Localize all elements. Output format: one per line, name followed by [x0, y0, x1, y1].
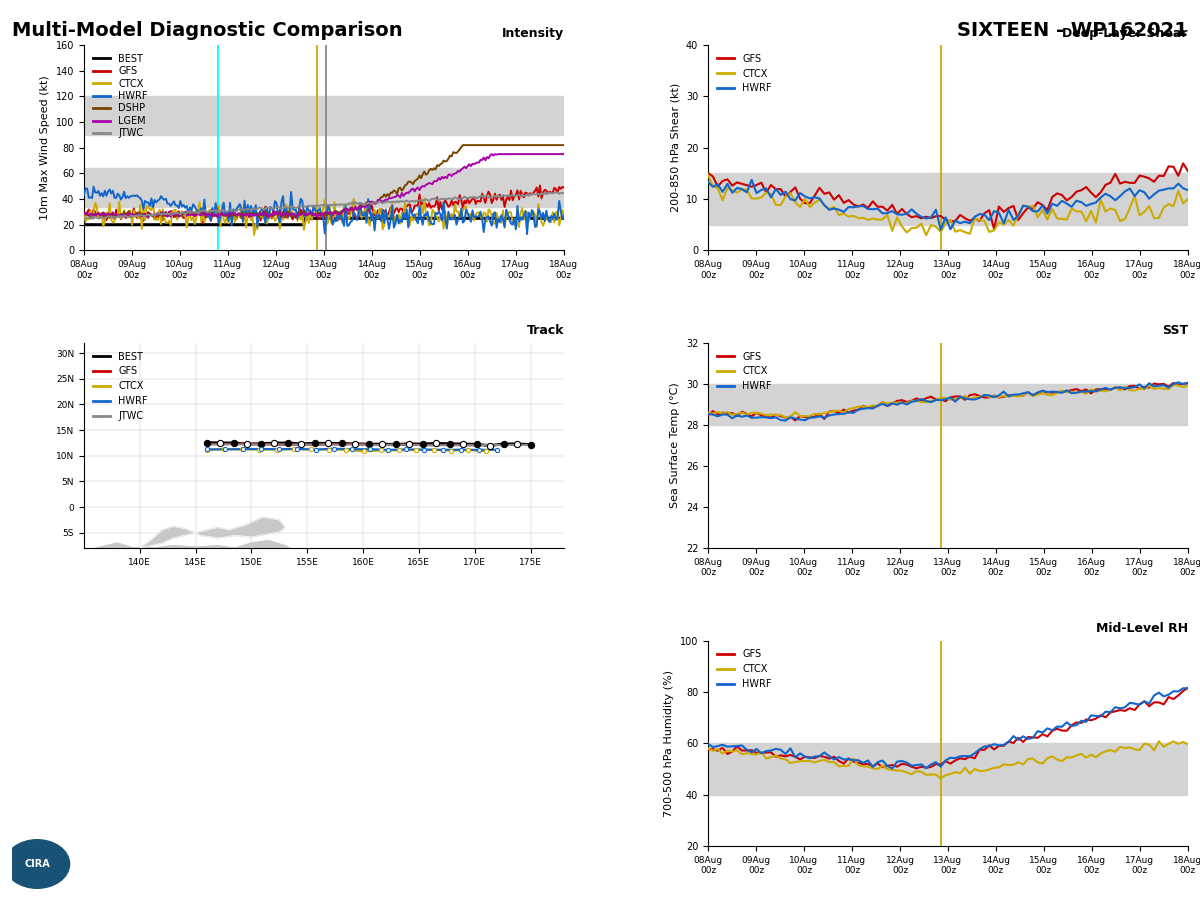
Text: SST: SST	[1162, 325, 1188, 338]
Text: Intensity: Intensity	[502, 27, 564, 40]
Circle shape	[5, 840, 70, 888]
Legend: BEST, GFS, CTCX, HWRF, DSHP, LGEM, JTWC: BEST, GFS, CTCX, HWRF, DSHP, LGEM, JTWC	[89, 50, 151, 142]
Bar	[708, 384, 1188, 425]
Text: CIRA: CIRA	[24, 859, 50, 869]
Legend: BEST, GFS, CTCX, HWRF, JTWC: BEST, GFS, CTCX, HWRF, JTWC	[89, 347, 151, 425]
Legend: GFS, CTCX, HWRF: GFS, CTCX, HWRF	[713, 50, 775, 97]
Bar	[708, 743, 1188, 795]
Bar	[84, 96, 564, 135]
Y-axis label: 10m Max Wind Speed (kt): 10m Max Wind Speed (kt)	[41, 76, 50, 220]
Bar	[708, 174, 1188, 225]
Legend: GFS, CTCX, HWRF: GFS, CTCX, HWRF	[713, 347, 775, 395]
Text: Deep-Layer Shear: Deep-Layer Shear	[1062, 27, 1188, 40]
Circle shape	[397, 549, 407, 553]
Text: SIXTEEN - WP162021: SIXTEEN - WP162021	[958, 21, 1188, 40]
Polygon shape	[140, 518, 284, 548]
Y-axis label: 700-500 hPa Humidity (%): 700-500 hPa Humidity (%)	[665, 670, 674, 817]
Bar	[84, 168, 564, 207]
Circle shape	[386, 556, 396, 561]
Text: Mid-Level RH: Mid-Level RH	[1096, 622, 1188, 635]
Y-axis label: 200-850 hPa Shear (kt): 200-850 hPa Shear (kt)	[671, 83, 680, 212]
Y-axis label: Sea Surface Temp (°C): Sea Surface Temp (°C)	[671, 382, 680, 508]
Text: Multi-Model Diagnostic Comparison: Multi-Model Diagnostic Comparison	[12, 21, 403, 40]
Circle shape	[359, 552, 367, 555]
Text: Track: Track	[527, 325, 564, 338]
Polygon shape	[95, 541, 290, 548]
Legend: GFS, CTCX, HWRF: GFS, CTCX, HWRF	[713, 645, 775, 693]
Circle shape	[376, 554, 384, 558]
